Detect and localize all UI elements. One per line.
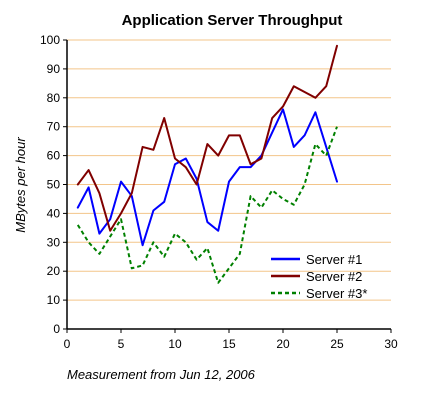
y-tick-label: 90 bbox=[47, 62, 61, 76]
tick-labels: 0 10 20 30 40 50 60 70 80 90 100 0 5 10 15 20 25 30 bbox=[40, 33, 398, 351]
x-tick-label: 0 bbox=[64, 337, 71, 351]
series-line-3 bbox=[76, 126, 338, 284]
y-tick-label: 40 bbox=[47, 206, 61, 220]
y-tick-label: 80 bbox=[47, 91, 61, 105]
legend-label: Server #1 bbox=[306, 252, 362, 267]
y-tick-label: 50 bbox=[47, 178, 61, 192]
x-tick-label: 25 bbox=[330, 337, 344, 351]
legend: Server #1 Server #2 Server #3* bbox=[271, 252, 367, 301]
x-tick-label: 30 bbox=[384, 337, 398, 351]
x-axis-label: Measurement from Jun 12, 2006 bbox=[67, 367, 256, 382]
y-tick-label: 60 bbox=[47, 149, 61, 163]
y-tick-label: 0 bbox=[53, 322, 60, 336]
y-axis-label: MBytes per hour bbox=[13, 137, 28, 233]
series-line-1 bbox=[76, 108, 338, 247]
series-line-2 bbox=[76, 44, 338, 232]
x-tick-label: 20 bbox=[276, 337, 290, 351]
axes bbox=[63, 39, 392, 333]
x-tick-label: 10 bbox=[168, 337, 182, 351]
legend-label: Server #2 bbox=[306, 269, 362, 284]
chart-title: Application Server Throughput bbox=[122, 12, 343, 29]
series-lines bbox=[76, 44, 338, 284]
y-tick-label: 10 bbox=[47, 293, 61, 307]
y-tick-label: 30 bbox=[47, 235, 61, 249]
x-tick-label: 5 bbox=[118, 337, 125, 351]
x-tick-label: 15 bbox=[222, 337, 236, 351]
legend-label: Server #3* bbox=[306, 286, 367, 301]
y-tick-label: 70 bbox=[47, 120, 61, 134]
y-tick-label: 100 bbox=[40, 33, 60, 47]
y-tick-label: 20 bbox=[47, 264, 61, 278]
